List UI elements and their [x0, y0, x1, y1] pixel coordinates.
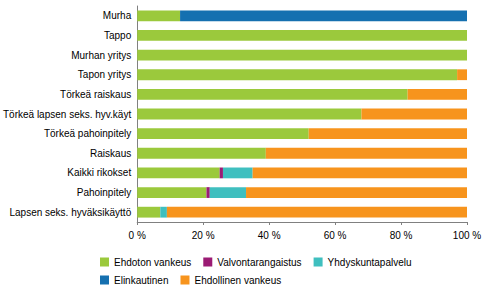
- svg-text:60 %: 60 %: [324, 230, 347, 241]
- svg-text:Törkeä pahoinpitely: Törkeä pahoinpitely: [44, 128, 131, 139]
- svg-text:Elinkautinen: Elinkautinen: [114, 275, 168, 286]
- svg-text:Ehdollinen vankeus: Ehdollinen vankeus: [194, 275, 281, 286]
- svg-text:Murhan yritys: Murhan yritys: [71, 50, 131, 61]
- svg-text:Tapon yritys: Tapon yritys: [78, 69, 131, 80]
- svg-text:100 %: 100 %: [453, 230, 481, 241]
- svg-text:Törkeä lapsen seks. hyv.käyt: Törkeä lapsen seks. hyv.käyt: [3, 109, 131, 120]
- svg-text:Murha: Murha: [103, 10, 132, 21]
- svg-text:Lapsen seks. hyväksikäyttö: Lapsen seks. hyväksikäyttö: [9, 207, 131, 218]
- svg-text:Tappo: Tappo: [104, 30, 132, 41]
- svg-text:0 %: 0 %: [129, 230, 146, 241]
- svg-text:Ehdoton vankeus: Ehdoton vankeus: [114, 257, 191, 268]
- svg-text:Yhdyskuntapalvelu: Yhdyskuntapalvelu: [328, 257, 412, 268]
- svg-text:Raiskaus: Raiskaus: [90, 148, 131, 159]
- svg-text:20 %: 20 %: [192, 230, 215, 241]
- svg-text:Valvontarangaistus: Valvontarangaistus: [217, 257, 301, 268]
- svg-text:80 %: 80 %: [390, 230, 413, 241]
- svg-text:Kaikki rikokset: Kaikki rikokset: [67, 167, 131, 178]
- svg-text:Törkeä raiskaus: Törkeä raiskaus: [60, 89, 131, 100]
- svg-text:Pahoinpitely: Pahoinpitely: [77, 187, 131, 198]
- svg-text:40 %: 40 %: [258, 230, 281, 241]
